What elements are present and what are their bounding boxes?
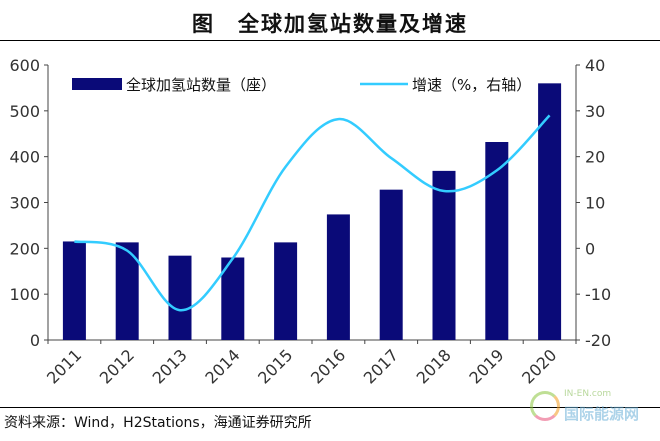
bar: [326, 214, 350, 340]
bar: [168, 255, 192, 340]
x-tick-label: 2019: [465, 345, 507, 387]
y-left-tick-label: 600: [9, 56, 40, 75]
growth-rate-line: [74, 114, 551, 312]
x-tick-label: 2011: [43, 345, 85, 387]
bars-group: [62, 83, 562, 341]
x-tick-label: 2014: [201, 345, 243, 387]
chart-title: 图 全球加氢站数量及增速: [192, 11, 468, 36]
y-right-tick-label: -20: [585, 331, 611, 350]
bar: [432, 170, 456, 340]
y-left-tick-label: 0: [30, 331, 40, 350]
watermark-name: 国际能源网: [564, 405, 640, 423]
bar: [379, 189, 403, 340]
title-bar: 图 全球加氢站数量及增速: [0, 0, 660, 41]
x-tick-label: 2020: [518, 345, 560, 387]
y-left-tick-label: 100: [9, 285, 40, 304]
x-tick-label: 2018: [413, 345, 455, 387]
chart: 0 100 200 300 400 500 600 -20 -10 0 10 20 30 40 2011 20…: [9, 56, 611, 388]
y-left-tick-label: 400: [9, 148, 40, 167]
watermark-domain: IN-EN.com: [564, 389, 612, 399]
legend-bar-label: 全球加氢站数量（座）: [126, 76, 276, 94]
bar: [274, 242, 298, 340]
y-right-tick-label: 10: [585, 194, 605, 213]
bar: [115, 242, 139, 340]
y-right-tick-label: 30: [585, 102, 605, 121]
watermark: IN-EN.com 国际能源网: [528, 385, 658, 439]
x-tick-label: 2015: [254, 345, 296, 387]
title-divider: [0, 40, 660, 41]
line-group: [74, 114, 551, 312]
y-left-tick-label: 300: [9, 194, 40, 213]
y-right-tick-label: 40: [585, 56, 605, 75]
y-left-tick-label: 200: [9, 239, 40, 258]
legend-bar-swatch: [72, 78, 122, 90]
x-tick-label: 2013: [149, 345, 191, 387]
bar: [62, 241, 86, 340]
footer-divider: [0, 407, 660, 408]
x-tick-label: 2017: [360, 345, 402, 387]
y-right-tick-label: 20: [585, 148, 605, 167]
watermark-logo-icon: [530, 391, 560, 421]
axes-group: 0 100 200 300 400 500 600 -20 -10 0 10 20 30 40 2011 20…: [9, 56, 611, 388]
y-left-tick-label: 500: [9, 102, 40, 121]
bar: [485, 142, 509, 340]
x-tick-label: 2016: [307, 345, 349, 387]
bar: [538, 83, 562, 341]
x-tick-label: 2012: [96, 345, 138, 387]
y-right-tick-label: -10: [585, 285, 611, 304]
source-note: 资料来源：Wind，H2Stations，海通证券研究所: [4, 415, 312, 431]
legend: 全球加氢站数量（座） 增速（%，右轴）: [72, 76, 531, 94]
legend-line-label: 增速（%，右轴）: [412, 76, 531, 94]
y-right-tick-label: 0: [585, 239, 595, 258]
bar: [221, 257, 245, 340]
